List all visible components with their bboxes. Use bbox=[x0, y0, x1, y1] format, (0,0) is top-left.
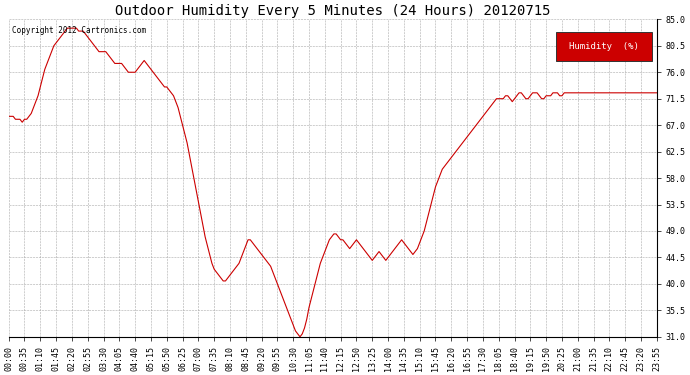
FancyBboxPatch shape bbox=[556, 32, 652, 61]
Title: Outdoor Humidity Every 5 Minutes (24 Hours) 20120715: Outdoor Humidity Every 5 Minutes (24 Hou… bbox=[115, 4, 551, 18]
Text: Humidity  (%): Humidity (%) bbox=[569, 42, 639, 51]
Text: Copyright 2012 Cartronics.com: Copyright 2012 Cartronics.com bbox=[12, 26, 146, 34]
